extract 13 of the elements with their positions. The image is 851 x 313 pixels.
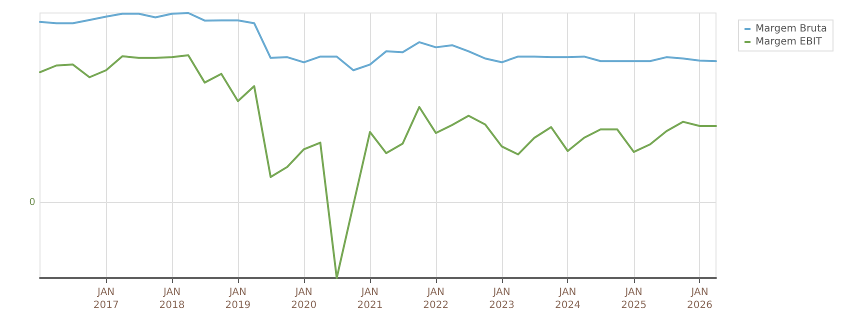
x-tick-label: JAN 2023 — [489, 287, 515, 311]
ref-line-label: 0 — [29, 197, 36, 208]
x-tick-label: JAN 2022 — [423, 287, 449, 311]
legend-label: Margem Bruta — [756, 24, 828, 34]
x-tick-label: JAN 2024 — [555, 287, 580, 311]
x-tick-label: JAN 2026 — [687, 287, 712, 311]
legend-label: Margem EBIT — [756, 36, 823, 48]
x-tick-label: JAN 2018 — [159, 287, 185, 311]
x-tick-label: JAN 2017 — [93, 287, 119, 311]
x-tick-label: JAN 2020 — [291, 287, 317, 311]
x-tick-label: JAN 2025 — [621, 287, 647, 311]
x-tick-label: JAN 2021 — [357, 287, 383, 311]
x-tick-label: JAN 2019 — [225, 287, 251, 311]
